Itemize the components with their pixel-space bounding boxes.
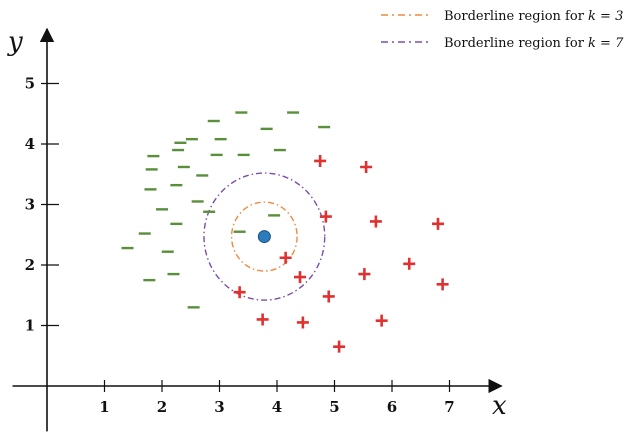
positive-point <box>375 314 388 327</box>
query-point <box>257 230 271 244</box>
circle-k3 <box>230 201 298 272</box>
positive-point <box>256 313 269 326</box>
data-points <box>121 111 449 353</box>
x-tick-label: 3 <box>214 398 224 416</box>
positive-point <box>369 215 382 228</box>
legend: Borderline region for k = 3 Borderline r… <box>381 9 624 51</box>
positive-point <box>432 217 444 230</box>
x-axis-label: x <box>492 391 507 421</box>
legend-k3-text: Borderline region for k = 3 <box>444 9 623 24</box>
positive-point <box>279 251 292 264</box>
positive-point <box>233 286 246 299</box>
positive-point <box>360 160 373 173</box>
axes <box>12 27 503 432</box>
x-tick-label: 7 <box>444 398 454 416</box>
y-tick-label: 4 <box>25 135 35 153</box>
positive-point <box>403 257 416 270</box>
x-tick-label: 2 <box>157 398 167 416</box>
positive-point <box>436 278 449 291</box>
positive-point <box>314 154 327 167</box>
x-tick-label: 4 <box>272 398 282 416</box>
borderline-circles <box>203 172 326 301</box>
legend-k7-text: Borderline region for k = 7 <box>444 36 624 51</box>
positive-point <box>322 290 335 303</box>
ticks: 1 2 3 4 5 6 7 1 2 3 4 5 <box>25 75 455 417</box>
positive-point <box>358 268 371 281</box>
y-tick-label: 2 <box>25 256 35 274</box>
positive-point <box>296 316 309 329</box>
x-tick-label: 5 <box>329 398 339 416</box>
y-axis-label: y <box>7 27 23 57</box>
positive-point <box>333 340 346 353</box>
positive-point <box>319 210 332 223</box>
y-tick-label: 3 <box>25 196 35 214</box>
x-tick-label: 1 <box>99 398 109 416</box>
y-tick-label: 5 <box>25 75 35 93</box>
x-tick-label: 6 <box>387 398 397 416</box>
y-tick-label: 1 <box>25 317 35 335</box>
positive-point <box>294 271 306 284</box>
circle-k7 <box>203 172 326 301</box>
